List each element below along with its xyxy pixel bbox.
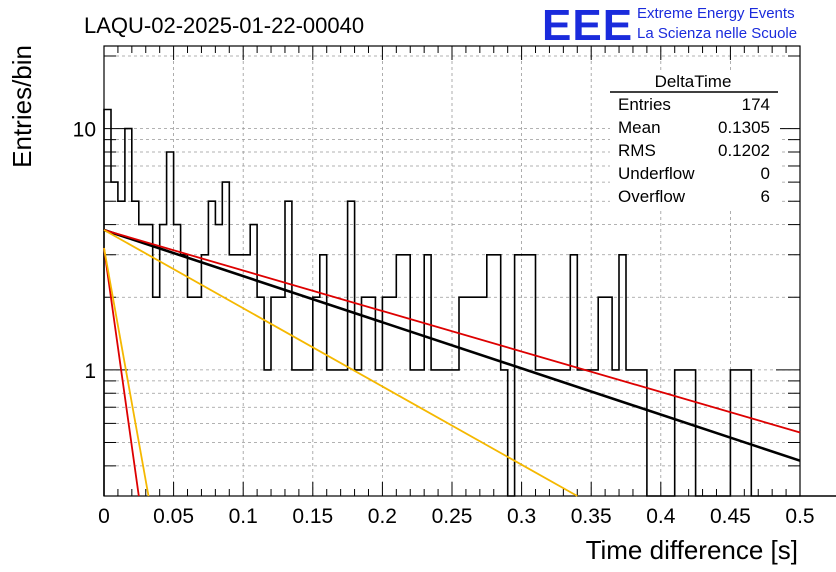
x-tick-labels: 0 0.05 0.1 0.15 0.2 0.25 0.3 0.35 0.4 0.45 0.5 [98,505,814,528]
stats-value: 0 [761,164,770,183]
axis-ticks [103,46,801,497]
stats-value: 0.1305 [718,118,770,137]
stats-label: Entries [618,95,671,114]
x-tick-label: 0.15 [292,505,333,528]
stats-label: Mean [618,118,661,137]
x-tick-label: 0.3 [507,505,536,528]
plot-title: LAQU-02-2025-01-22-00040 [84,13,364,38]
x-tick-label: 0.5 [785,505,814,528]
histogram-outline [103,108,836,497]
stats-label: RMS [618,141,656,160]
eee-logo: EEE Extreme Energy Events La Scienza nel… [542,1,797,50]
x-tick-label: 0.25 [432,505,473,528]
histogram [103,108,836,497]
x-tick-label: 0.45 [710,505,751,528]
fit-lines [103,228,801,497]
logo-mark: EEE [542,1,633,50]
x-tick-label: 0.4 [646,505,676,528]
x-tick-label: 0.35 [571,505,612,528]
stats-label: Underflow [618,164,695,183]
stats-box: DeltaTime Entries 174 Mean 0.1305 RMS 0.1202 U… [610,70,780,210]
stats-value: 174 [742,95,770,114]
x-tick-label: 0.05 [153,505,194,528]
stats-name: DeltaTime [655,72,732,91]
stats-value: 6 [761,187,770,206]
y-tick-label: 10 [73,119,96,142]
fit-line [103,247,150,497]
y-tick-label: 1 [84,360,96,383]
logo-line-1: Extreme Energy Events [637,5,795,22]
stats-background [610,70,780,210]
x-axis-title: Time difference [s] [586,535,798,565]
x-tick-label: 0 [98,505,110,528]
x-tick-label: 0.2 [368,505,397,528]
fit-line [103,247,140,497]
stats-rows: Entries 174 Mean 0.1305 RMS 0.1202 Underflow 0 O… [618,95,770,206]
y-tick-labels: 1 10 [73,119,96,383]
fit-line [103,229,801,434]
stats-value: 0.1202 [718,141,770,160]
logo-line-2: La Scienza nelle Scuole [637,25,797,42]
fit-line [103,229,578,497]
y-axis-title: Entries/bin [7,45,37,168]
stats-label: Overflow [618,187,686,206]
fit-line [103,228,801,462]
x-tick-label: 0.1 [229,505,258,528]
